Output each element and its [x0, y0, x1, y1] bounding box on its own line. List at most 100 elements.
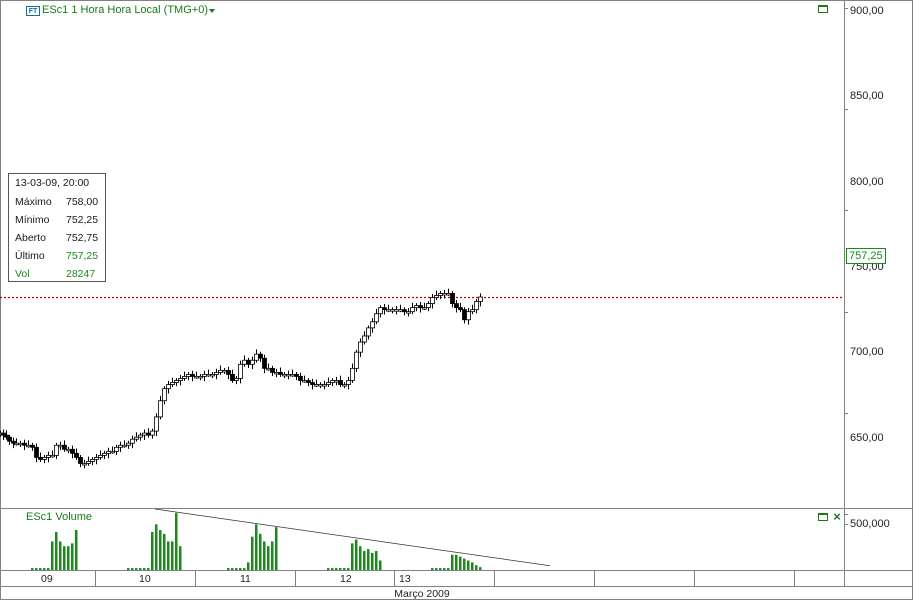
- candle-body: [102, 452, 107, 456]
- candle-body: [446, 293, 451, 296]
- candle-body: [458, 307, 463, 311]
- volume-bar: [379, 560, 382, 570]
- candle-body: [394, 309, 399, 312]
- candle-body: [142, 432, 147, 436]
- volume-bar: [227, 568, 230, 570]
- chevron-down-icon[interactable]: [208, 8, 215, 13]
- candle-body: [294, 374, 299, 377]
- candle-body: [274, 371, 279, 375]
- candle-body: [86, 461, 91, 464]
- candle-body: [326, 382, 331, 385]
- candle-body: [90, 459, 95, 462]
- volume-bar: [159, 530, 162, 570]
- candle-body: [434, 295, 439, 298]
- candle-body: [282, 374, 287, 377]
- y-tick-label: 650,00: [850, 432, 884, 444]
- volume-bar: [439, 568, 442, 570]
- volume-bar: [367, 549, 370, 570]
- candle-body: [254, 353, 259, 361]
- volume-bar: [259, 533, 262, 570]
- candle-body: [314, 384, 319, 387]
- candle-body: [298, 376, 303, 381]
- candle-body: [438, 293, 443, 296]
- candle-body: [22, 442, 27, 446]
- chart-title[interactable]: FT ESc1 1 Hora Hora Local (TMG+0): [26, 4, 215, 17]
- volume-bar: [451, 554, 454, 570]
- volume-bar: [327, 568, 330, 570]
- volume-bar: [151, 531, 154, 570]
- candle-body: [242, 359, 247, 365]
- volume-bar: [47, 568, 50, 570]
- candle-body: [466, 311, 471, 321]
- candle-body: [402, 309, 407, 313]
- volume-bar: [71, 543, 74, 570]
- candle-body: [194, 376, 199, 379]
- candle-body: [442, 293, 447, 296]
- candle-body: [386, 309, 391, 312]
- volume-bar: [355, 539, 358, 570]
- candle-body: [134, 436, 139, 440]
- y-tick-label: 900,00: [850, 5, 884, 17]
- volume-panel-title[interactable]: ESc1 Volume: [26, 511, 93, 523]
- volume-bar: [435, 568, 438, 570]
- candle-body: [190, 374, 195, 377]
- volume-bar: [143, 568, 146, 570]
- candle-body: [398, 309, 403, 312]
- maximize-icon[interactable]: [818, 5, 828, 13]
- candle-body: [146, 432, 151, 436]
- volume-bar: [163, 533, 166, 570]
- candle-body: [462, 309, 467, 321]
- volume-bar: [479, 567, 482, 570]
- volume-bar: [171, 541, 174, 570]
- info-label: Vol: [15, 268, 30, 280]
- candle-body: [218, 369, 223, 373]
- candle-body: [342, 384, 347, 387]
- volume-bar: [471, 562, 474, 570]
- volume-bar: [51, 541, 54, 570]
- candle-body: [122, 444, 127, 448]
- candle-body: [166, 384, 171, 389]
- candle-body: [238, 363, 243, 379]
- candle-body: [186, 374, 191, 377]
- maximize-icon[interactable]: [818, 513, 828, 521]
- info-label: Último: [15, 250, 45, 262]
- volume-bar: [267, 546, 270, 570]
- candle-body: [154, 416, 159, 432]
- candle-body: [250, 359, 255, 365]
- volume-bar: [43, 568, 46, 570]
- info-label: Máximo: [15, 196, 52, 208]
- candle-body: [306, 380, 311, 383]
- candle-body: [170, 382, 175, 385]
- volume-bar: [459, 556, 462, 570]
- ft-icon[interactable]: FT: [26, 5, 40, 16]
- volume-bar: [175, 512, 178, 570]
- candle-body: [98, 454, 103, 458]
- volume-bar: [127, 568, 130, 570]
- candle-body: [58, 444, 63, 448]
- candle-body: [258, 353, 263, 359]
- candle-body: [422, 307, 427, 310]
- month-label: Março 2009: [394, 588, 450, 600]
- volume-bar: [339, 568, 342, 570]
- volume-bar: [263, 541, 266, 570]
- info-value: 758,00: [66, 196, 99, 208]
- volume-bar: [375, 550, 378, 570]
- volume-bar: [55, 531, 58, 570]
- candle-body: [66, 448, 71, 452]
- volume-bar: [147, 568, 150, 570]
- candle-body: [118, 444, 123, 448]
- candle-body: [474, 301, 479, 311]
- candle-body: [374, 313, 379, 323]
- candle-body: [318, 384, 323, 387]
- candle-body: [330, 380, 335, 383]
- candle-body: [362, 335, 367, 343]
- volume-bar: [251, 536, 254, 570]
- volume-bar: [455, 554, 458, 570]
- volume-bar: [255, 524, 258, 570]
- candle-body: [162, 388, 167, 402]
- x-tick-label: 13: [399, 573, 411, 585]
- candle-body: [262, 357, 267, 369]
- candle-body: [310, 382, 315, 385]
- close-icon[interactable]: ×: [833, 509, 841, 524]
